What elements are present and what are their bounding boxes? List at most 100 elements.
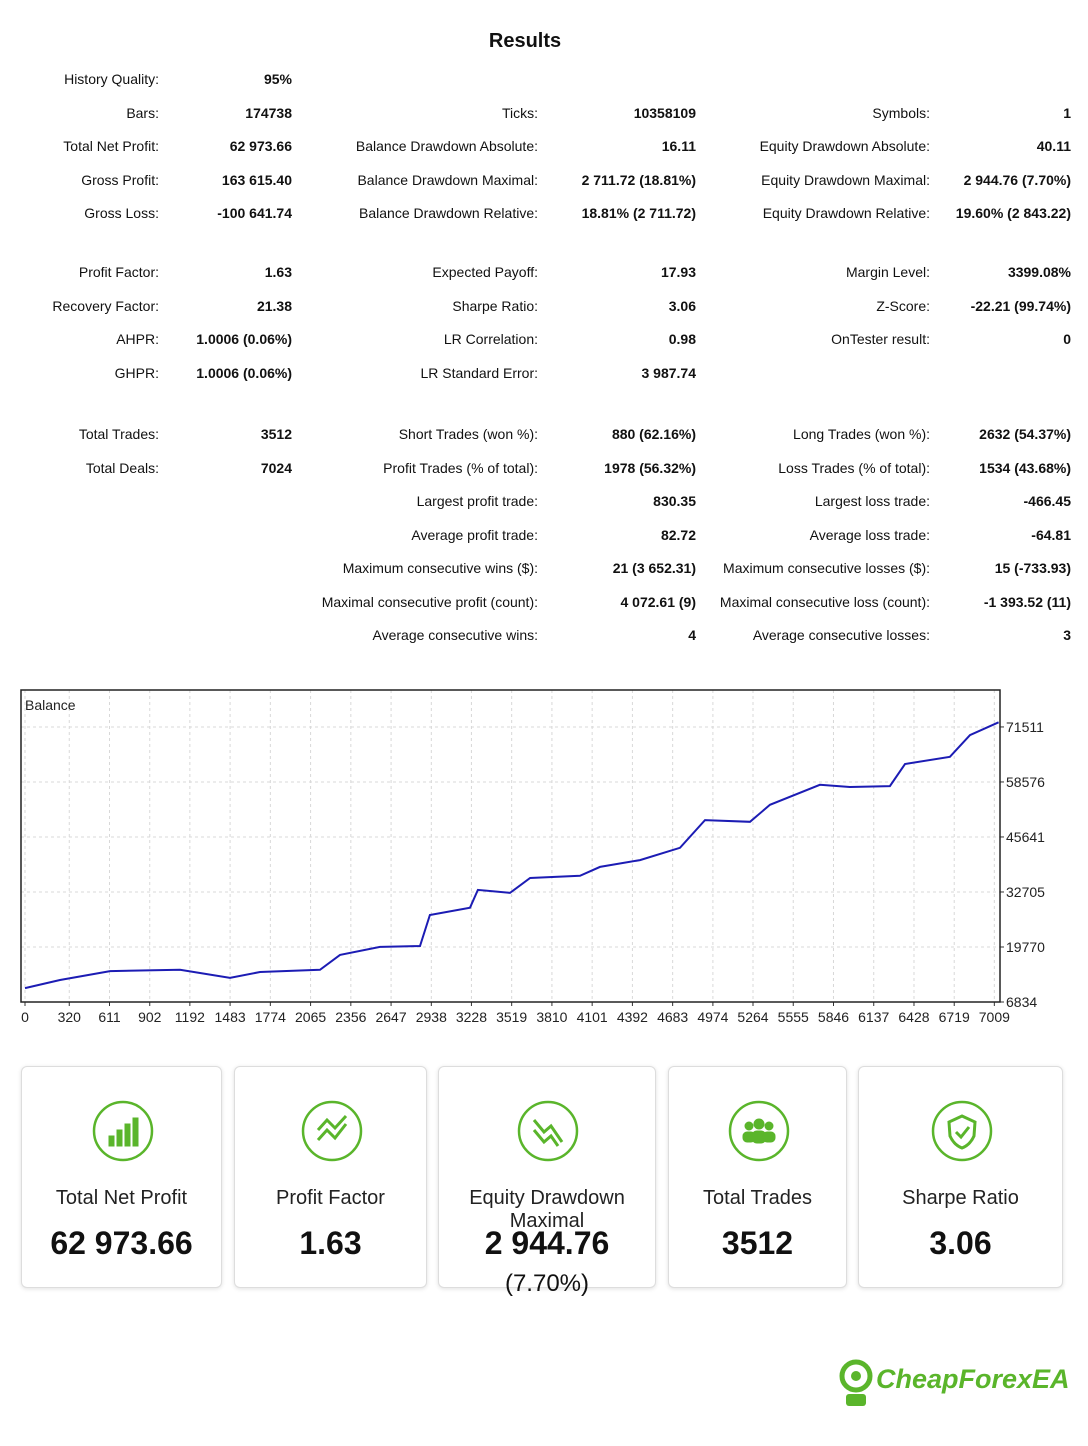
stat-value: 0 — [1063, 331, 1071, 347]
legend-label: Balance — [25, 697, 76, 713]
card-value-text: 3512 — [721, 1225, 794, 1261]
y-tick-label: 32705 — [1006, 884, 1045, 900]
stat-value: 163 615.40 — [221, 171, 292, 188]
stat-label: Balance Drawdown Absolute: — [355, 138, 538, 154]
stat-value: -1 393.52 (11) — [983, 593, 1071, 610]
stat-value: 1.0006 (0.06%) — [196, 364, 292, 381]
x-tick-label: 320 — [58, 1009, 82, 1025]
card-value: 3.06 — [859, 1225, 1062, 1262]
stat-value: 16.11 — [661, 138, 696, 154]
stat-label: GHPR: — [114, 364, 159, 381]
y-tick-label: 19770 — [1006, 939, 1045, 955]
plot-area — [21, 690, 1000, 1002]
stat-value: 174738 — [245, 104, 292, 121]
stat-value: 7024 — [260, 459, 292, 476]
stat-value: 4 072.61 (9) — [620, 593, 697, 610]
logo-icon-body — [846, 1394, 866, 1406]
stat-card: Total Trades 3512 — [668, 1066, 847, 1288]
stat-label: Total Deals: — [85, 459, 159, 476]
stat-label: Profit Factor: — [78, 264, 159, 280]
stat-label: Average loss trade: — [809, 526, 930, 543]
x-tick-label: 5555 — [778, 1009, 809, 1025]
y-tick-label: 6834 — [1006, 994, 1037, 1010]
stat-value: 0.98 — [668, 331, 696, 347]
stat-label: History Quality: — [64, 71, 159, 87]
x-tick-label: 6719 — [939, 1009, 970, 1025]
x-tick-label: 3810 — [536, 1009, 567, 1025]
x-tick-label: 2356 — [335, 1009, 366, 1025]
stat-value: 62 973.66 — [229, 138, 292, 154]
stat-label: Gross Loss: — [84, 205, 159, 221]
stat-value: 40.11 — [1036, 138, 1071, 154]
x-tick-label: 4392 — [617, 1009, 648, 1025]
stat-value: -100 641.74 — [217, 205, 292, 221]
x-tick-label: 2065 — [295, 1009, 326, 1025]
stat-value: 2 711.72 (18.81%) — [581, 171, 696, 188]
stat-label: Ticks: — [501, 104, 538, 121]
card-icon — [931, 1100, 992, 1162]
stat-value: 95% — [263, 71, 292, 87]
x-tick-label: 5264 — [737, 1009, 768, 1025]
stat-label: Z-Score: — [876, 297, 930, 314]
stat-value: 19.60% (2 843.22) — [955, 205, 1071, 221]
x-tick-label: 3228 — [456, 1009, 487, 1025]
stat-label: Average consecutive wins: — [372, 627, 539, 643]
card-value-text: 62 973.66 — [50, 1225, 193, 1261]
stat-label: LR Standard Error: — [420, 364, 539, 381]
stat-card: Total Net Profit 62 973.66 — [21, 1066, 222, 1288]
stat-value: 21.38 — [256, 297, 292, 314]
stat-label: Profit Trades (% of total): — [383, 459, 538, 476]
card-icon — [92, 1100, 153, 1162]
stat-value: 1.63 — [264, 264, 292, 280]
stat-label: Maximal consecutive profit (count): — [321, 593, 538, 610]
report-title: Results — [488, 30, 562, 52]
stat-label: Average profit trade: — [411, 526, 538, 543]
x-tick-label: 611 — [98, 1009, 121, 1025]
logo: CheapForexEA — [839, 1359, 1070, 1406]
stat-label: Total Trades: — [78, 426, 159, 442]
stat-value: -22.21 (99.74%) — [970, 297, 1071, 314]
card-icon — [517, 1100, 579, 1162]
stat-label: Largest profit trade: — [416, 493, 538, 509]
stat-label: Long Trades (won %): — [793, 426, 930, 442]
x-tick-label: 1774 — [255, 1009, 286, 1025]
stat-label: Sharpe Ratio: — [452, 297, 538, 314]
x-tick-label: 4974 — [697, 1009, 728, 1025]
stat-value: 82.72 — [660, 526, 696, 543]
stat-value: 18.81% (2 711.72) — [581, 205, 696, 221]
balance-line — [24, 721, 1000, 990]
stat-value: 1978 (56.32%) — [604, 459, 696, 476]
stat-value: 880 (62.16%) — [611, 426, 696, 442]
stat-value: 17.93 — [660, 264, 696, 280]
card-value-text: 2 944.76 — [484, 1225, 610, 1261]
stat-label: Equity Drawdown Maximal: — [761, 171, 930, 188]
stat-label: Symbols: — [872, 104, 930, 121]
x-tick-label: 902 — [138, 1009, 162, 1025]
stat-label: Equity Drawdown Relative: — [762, 205, 930, 221]
stat-label: Total Net Profit: — [63, 138, 159, 154]
x-tick-label: 3519 — [496, 1009, 527, 1025]
stat-label: Balance Drawdown Maximal: — [357, 171, 538, 188]
stat-label: Loss Trades (% of total): — [778, 459, 930, 476]
card-icon — [301, 1100, 362, 1162]
card-label: Sharpe Ratio — [902, 1187, 1019, 1209]
stat-label: AHPR: — [116, 331, 159, 347]
stat-value: 3.06 — [668, 297, 696, 314]
x-tick-label: 6428 — [898, 1009, 929, 1025]
stat-value: -466.45 — [1023, 493, 1071, 509]
y-tick-label: 58576 — [1006, 774, 1045, 790]
card-value-text: 1.63 — [299, 1225, 362, 1261]
stat-value: 1 — [1063, 104, 1071, 121]
logo-icon-dot — [851, 1371, 861, 1381]
stat-label: Average consecutive losses: — [752, 627, 930, 643]
card-label: Total Net Profit — [55, 1187, 188, 1209]
x-tick-label: 2647 — [375, 1009, 406, 1025]
stat-label: Maximum consecutive losses ($): — [723, 560, 930, 576]
card-icon — [728, 1100, 789, 1162]
x-tick-label: 7009 — [979, 1009, 1010, 1025]
stat-value: 1.0006 (0.06%) — [196, 331, 292, 347]
stat-label: Balance Drawdown Relative: — [359, 205, 538, 221]
stat-label: Equity Drawdown Absolute: — [759, 138, 930, 154]
stat-value: 10358109 — [633, 104, 696, 121]
card-value: 1.63 — [235, 1225, 426, 1262]
